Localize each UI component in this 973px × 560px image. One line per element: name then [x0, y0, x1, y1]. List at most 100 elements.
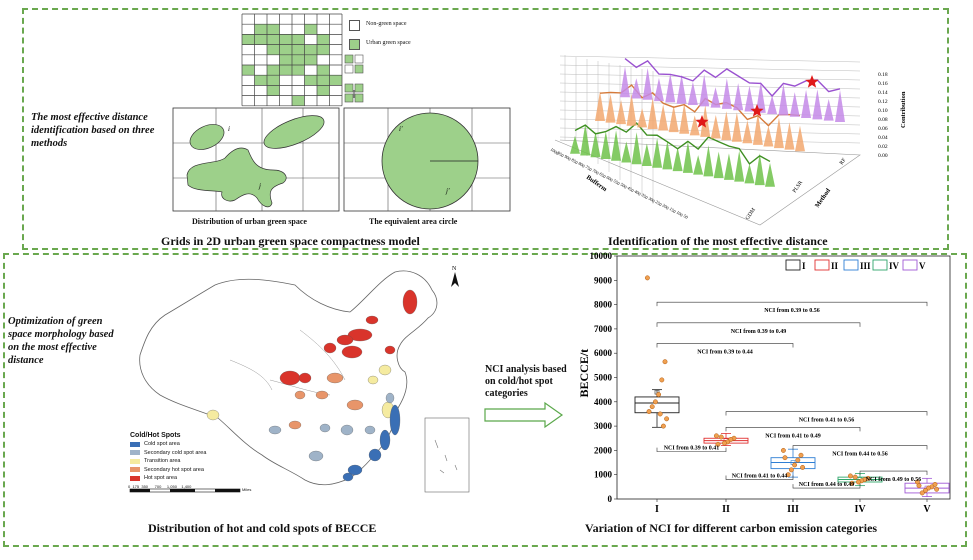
comparison-bracket: [656, 343, 794, 348]
bracket-label: NCI from 0.39 to 0.44: [697, 349, 753, 355]
y-tick-label: 7000: [594, 324, 613, 334]
data-point: [728, 437, 734, 442]
data-point: [785, 472, 791, 478]
legend-swatch: [814, 259, 830, 271]
bottom-side-note: Optimization of green space morphology b…: [8, 316, 114, 366]
data-point: [795, 457, 801, 463]
data-point: [713, 433, 719, 439]
map-legend-swatch: [130, 450, 140, 456]
data-point: [800, 464, 806, 470]
data-point: [659, 377, 665, 383]
comparison-bracket: [656, 322, 861, 327]
comparison-bracket: [725, 411, 928, 416]
y-tick-label: 3000: [594, 421, 613, 431]
x-tick-label: IV: [854, 504, 866, 515]
x-tick-label: II: [722, 504, 730, 515]
comparison-bracket: [859, 470, 928, 476]
y-tick-label: 1000: [594, 470, 613, 480]
map-legend-swatch: [130, 458, 140, 464]
bracket-label: NCI from 0.44 to 0.49: [799, 482, 855, 488]
bracket-label: NCI from 0.41 to 0.49: [765, 433, 821, 439]
map-legend-label: Secondary hot spot area: [144, 466, 204, 473]
top-side-note: The most effective distance identificati…: [31, 112, 155, 149]
data-point: [718, 434, 724, 440]
data-point: [855, 479, 861, 485]
data-point: [792, 462, 798, 468]
legend-swatch: [785, 259, 801, 271]
y-axis-label: BECCE/t: [577, 349, 591, 398]
map-legend-swatch: [130, 475, 140, 481]
legend-swatch: [872, 259, 888, 271]
data-point: [715, 441, 721, 447]
map-legend-label: Cold spot area: [144, 441, 180, 448]
non-green-legend-label: Non-green space: [366, 21, 407, 27]
map-scale-labels: 0 175 350 700 1,050 1,400: [128, 484, 192, 489]
comparison-bracket: [725, 427, 861, 432]
data-point: [660, 423, 666, 429]
map-legend-label: Hot spot area: [144, 475, 178, 482]
legend-label: I: [802, 261, 806, 271]
data-point: [644, 275, 650, 281]
map-legend-swatch: [130, 467, 140, 473]
x-tick-label: III: [787, 504, 799, 515]
map-legend-item: Hot spot area: [130, 474, 206, 483]
top-panel: [22, 8, 949, 250]
data-point: [922, 488, 928, 493]
y-tick-label: 4000: [594, 397, 613, 407]
data-point: [934, 486, 940, 492]
bracket-label: NCI from 0.39 to 0.49: [731, 329, 787, 335]
data-point: [932, 481, 938, 487]
box-I: [634, 396, 680, 414]
map-legend-item: Secondary cold spot area: [130, 449, 206, 458]
data-point: [852, 474, 858, 480]
bracket-label: NCI from 0.41 to 0.56: [799, 418, 855, 424]
map-legend-label: Transition area: [144, 458, 181, 465]
map-legend-title: Cold/Hot Spots: [130, 432, 181, 439]
legend-label: II: [831, 261, 839, 271]
bracket-label: NCI from 0.49 to 0.56: [866, 477, 922, 483]
legend-label: IV: [889, 261, 900, 271]
map-legend-label: Secondary cold spot area: [144, 449, 207, 456]
data-point: [664, 416, 670, 422]
arrow-label: NCI analysis based on cold/hot spot cate…: [485, 364, 567, 399]
comparison-bracket: [792, 484, 861, 489]
data-point: [657, 411, 663, 417]
data-point: [782, 455, 788, 461]
map-legend-item: Secondary hot spot area: [130, 466, 206, 475]
data-point: [646, 409, 652, 414]
urban-green-legend-swatch: [349, 39, 360, 50]
y-tick-label: 9000: [594, 275, 613, 285]
bottom-panel: [3, 253, 967, 547]
bracket-label: NCI from 0.39 to 0.41: [664, 446, 720, 452]
data-point: [919, 490, 925, 496]
data-point: [926, 485, 932, 491]
data-point: [849, 480, 855, 486]
x-tick-label: I: [655, 504, 659, 515]
x-tick-label: V: [923, 504, 931, 515]
bracket-label: NCI from 0.41 to 0.44: [732, 474, 788, 480]
y-tick-label: 5000: [594, 373, 613, 383]
chart-title: Variation of NCI for different carbon em…: [585, 521, 878, 535]
y-tick-label: 10000: [590, 251, 613, 261]
sub-left-caption: Distribution of urban green space: [192, 217, 307, 226]
data-point: [780, 447, 786, 453]
data-point: [662, 359, 668, 365]
data-point: [847, 473, 853, 479]
map-legend-item: Cold spot area: [130, 440, 206, 449]
map-legend-swatch: [130, 441, 140, 447]
legend-label: III: [860, 261, 871, 271]
comparison-bracket: [656, 301, 928, 307]
data-point: [649, 404, 655, 410]
y-tick-label: 2000: [594, 445, 613, 455]
legend-swatch: [843, 259, 859, 271]
top-left-title: Grids in 2D urban green space compactnes…: [161, 234, 420, 248]
bracket-label: NCI from 0.39 to 0.56: [764, 308, 820, 314]
data-point: [798, 452, 804, 458]
y-tick-label: 0: [608, 494, 613, 504]
non-green-legend-swatch: [349, 20, 360, 31]
map-legend-item: Transition area: [130, 457, 206, 466]
data-point: [656, 392, 662, 397]
top-right-title: Identification of the most effective dis…: [608, 234, 828, 248]
legend-label: V: [919, 261, 926, 271]
